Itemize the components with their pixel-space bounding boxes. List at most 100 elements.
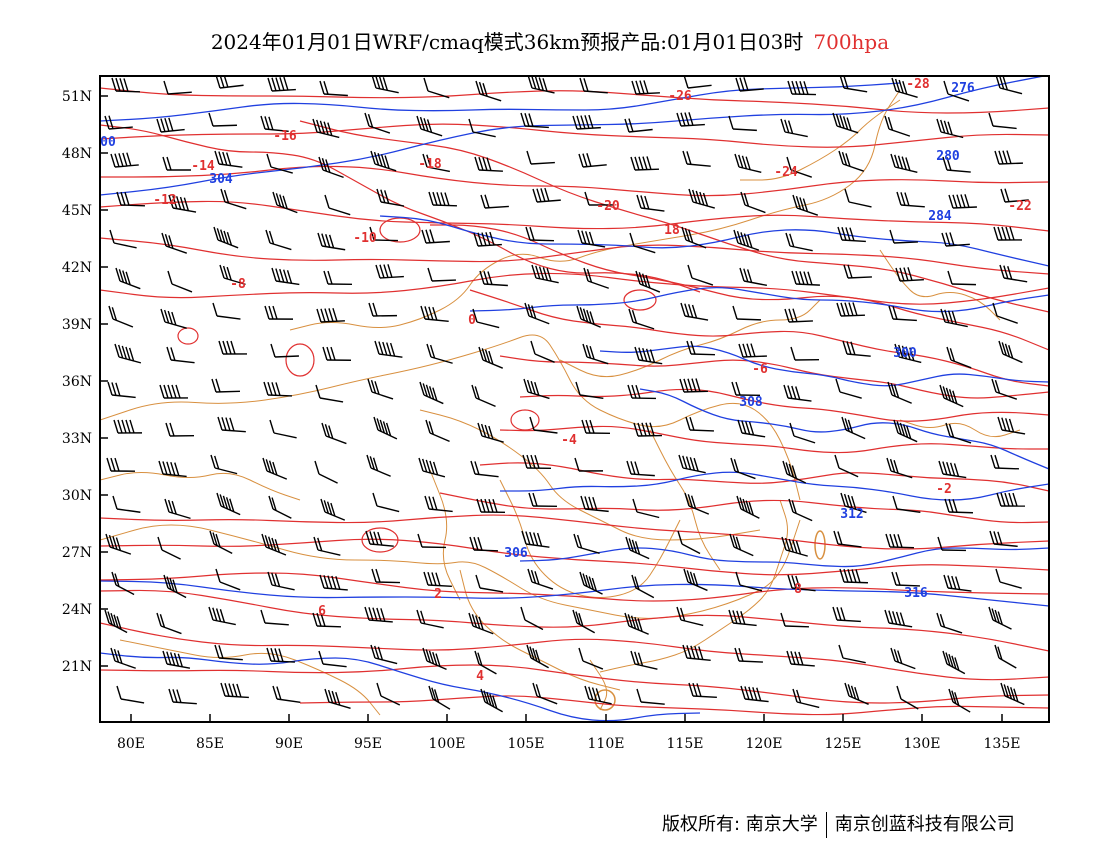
wind-barb [474,156,503,172]
boundary-line [879,249,1001,321]
wind-barb [520,606,544,631]
temperature-label: -26 [668,89,692,104]
title-main: 2024年01月01日WRF/cmaq模式36km预报产品:01月01日03时 [210,30,804,54]
temperature-contour [100,165,1049,197]
temperature-contour [100,514,1049,550]
wind-barb [376,682,401,706]
lat-tick-label: 30N [62,488,92,504]
temperature-label: 4 [476,669,484,684]
wind-barb [369,226,398,242]
wind-barb [156,117,185,133]
wind-barb [422,153,450,173]
wind-barb [788,498,813,522]
wind-barb [682,150,711,167]
wind-barb [370,644,398,665]
wind-barb [624,612,649,635]
chart-title: 2024年01月01日WRF/cmaq模式36km预报产品:01月01日03时 7… [0,26,1100,55]
temperature-label: -12 [153,193,176,208]
wind-barb [526,150,555,165]
wind-barb [428,191,457,207]
wind-barb [114,343,142,364]
wind-barb [474,650,497,675]
wind-barb [572,609,596,634]
wind-barb [894,343,922,364]
wind-barb [578,647,604,670]
wind-barb [787,80,816,96]
footer-divider [825,812,827,838]
wind-barb [577,229,606,248]
wind-barb [677,530,701,555]
wind-barb [110,647,136,669]
wind-barb [217,416,246,433]
wind-barb [681,226,707,249]
lat-tick-label: 42N [62,260,92,276]
boundary-line [589,659,608,711]
boundary-line [429,469,461,601]
wind-barb [373,416,398,440]
temperature-label: 0 [468,313,476,328]
wind-barb [943,574,972,592]
wind-barb [272,685,301,704]
temperature-contour [100,87,1049,114]
wind-barb [991,378,1018,400]
temperature-label: 18 [664,223,680,238]
wind-barb [214,150,243,168]
wind-barb [581,419,611,435]
wind-barb [844,682,869,705]
wind-barb [261,533,287,556]
temperature-label: 2 [434,587,442,602]
wind-barb [316,307,345,323]
wind-barb [942,156,971,173]
lat-tick-label: 36N [62,374,92,390]
height-label: 316 [904,586,928,601]
wind-barb [783,384,812,402]
height-contour [519,547,1049,568]
wind-barb [999,264,1028,283]
temperature-contour [100,200,1049,232]
wind-barb [214,644,243,661]
height-contour [500,471,1049,501]
wind-barb [163,574,187,599]
wind-barb [271,267,300,286]
wind-barb [319,80,348,97]
wind-barb [312,118,340,139]
wind-barb [270,343,299,358]
lon-tick-label: 85E [196,736,224,752]
wind-barb [936,612,963,634]
wind-barb [529,416,558,434]
wind-barb [678,454,706,474]
lon-tick-label: 125E [825,736,862,752]
temperature-contour [100,664,1049,704]
temperature-cell [623,289,657,311]
wind-barb [885,533,914,549]
wind-barb [944,498,973,514]
wind-barb [260,115,289,133]
wind-barb [319,574,348,591]
boundary-line [559,299,821,378]
wind-barb [468,118,496,138]
wind-barb [472,308,500,329]
wind-barb [576,305,601,328]
wind-barb [531,264,559,284]
wind-barb [324,688,351,710]
temperature-label: 8 [794,582,802,597]
wind-barb [165,422,195,437]
temperature-cell [177,327,199,345]
wind-barb [833,530,862,548]
wind-barb [687,264,714,286]
wind-barb [168,194,197,213]
wind-barb [686,340,715,356]
wind-barb [418,457,446,478]
wind-barb [104,115,133,130]
map-content: 27628028430030430831231600306-28-26-24-2… [100,76,1049,722]
wind-barb [523,378,550,400]
wind-barb [104,609,128,634]
height-contour [100,76,1048,196]
wind-barb [838,644,866,664]
wind-barb [112,495,141,513]
wind-barb [737,419,766,438]
wind-barb [156,612,182,635]
wind-barb [416,115,443,137]
temperature-contour [299,120,1049,313]
temperature-label: -28 [906,77,930,92]
